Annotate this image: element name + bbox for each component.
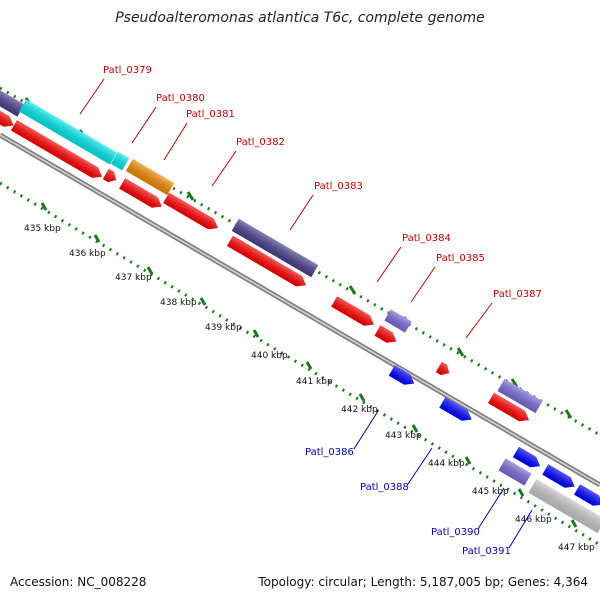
feature-purple-c[interactable] [384,309,412,333]
kbp-tick-labels: 435 kbp 436 kbp 437 kbp 438 kbp 439 kbp 440 k… [24,224,595,553]
feature-cyan-b[interactable] [110,151,130,171]
gene-leader-line [410,266,436,303]
gene-leader-line [353,410,379,450]
feature-blue-b[interactable] [439,397,474,425]
gene-leader-line [79,78,105,115]
kbp-tick-label: 447 kbp [558,543,595,553]
feature-cyan-a[interactable] [19,99,117,165]
kbp-tick-label: 442 kbp [341,405,378,415]
kbp-tick-label: 440 kbp [251,351,288,361]
feature-blue-e[interactable] [574,484,600,509]
feature-orange-a[interactable] [125,158,175,196]
feature-red-a[interactable] [0,109,17,130]
feature-gray-a[interactable] [528,478,600,534]
feature-purple-e[interactable] [498,458,532,486]
feature-red-f[interactable] [226,235,309,291]
gene-leader-line [407,447,433,485]
gene-label[interactable]: Patl_0385 [436,253,485,264]
feature-red-i[interactable] [435,361,452,378]
gene-leader-line [289,194,314,231]
feature-blue-d[interactable] [542,464,577,492]
feature-red-j[interactable] [487,392,532,426]
accession-text: Accession: NC_008228 [10,575,147,589]
feature-blue-c[interactable] [512,446,543,471]
gene-label[interactable]: Patl_0384 [402,233,451,244]
feature-red-b[interactable] [10,120,105,182]
gene-leader-line [508,509,533,549]
kbp-tick-label: 436 kbp [69,249,106,259]
feature-red-d[interactable] [119,178,165,212]
feature-blue-a[interactable] [388,365,418,388]
kbp-tick-label: 441 kbp [296,377,333,387]
gene-leader-line [477,487,505,530]
feature-purple-a[interactable] [0,89,25,117]
kbp-tick-label: 439 kbp [205,323,242,333]
gene-label[interactable]: Patl_0380 [156,93,205,104]
gene-label[interactable]: Patl_0379 [103,65,152,76]
gene-labels: Patl_0379 Patl_0380 Patl_0381 Patl_0382 Patl… [79,65,542,557]
gene-label[interactable]: Patl_0386 [305,447,354,458]
inner-dotted-ring [0,181,600,547]
gene-leader-line [163,122,188,161]
gene-label[interactable]: Patl_0391 [462,546,511,557]
gene-leader-line [465,302,493,339]
feature-purple-b[interactable] [231,218,319,278]
feature-red-g[interactable] [331,296,377,330]
gene-label[interactable]: Patl_0390 [431,527,480,538]
gene-features [0,89,600,534]
kbp-tick-label: 435 kbp [24,224,61,234]
backbone-highlight [0,134,600,486]
kbp-tick-label: 438 kbp [160,298,197,308]
gene-leader-line [211,150,237,187]
topology-text: Topology: circular; Length: 5,187,005 bp… [258,575,588,589]
gene-label[interactable]: Patl_0382 [236,137,285,148]
map-title: Pseudoalteromonas atlantica T6c, complet… [115,10,485,26]
kbp-tick-label: 445 kbp [472,487,509,497]
kbp-tick-label: 444 kbp [428,459,465,469]
feature-red-h[interactable] [374,325,399,346]
gene-label[interactable]: Patl_0381 [186,109,235,120]
kbp-tick-label: 446 kbp [515,515,552,525]
inner-major-ticks [40,202,578,528]
feature-red-c[interactable] [102,168,119,185]
kbp-tick-label: 437 kbp [115,273,152,283]
gene-label[interactable]: Patl_0383 [314,181,363,192]
feature-red-e[interactable] [163,192,221,234]
kbp-tick-label: 443 kbp [385,431,422,441]
gene-label[interactable]: Patl_0387 [493,289,542,300]
gene-label[interactable]: Patl_0388 [360,482,409,493]
gene-leader-line [131,106,157,144]
outer-dotted-ring [0,86,600,437]
gene-leader-line [376,246,402,283]
feature-purple-d[interactable] [497,378,543,414]
